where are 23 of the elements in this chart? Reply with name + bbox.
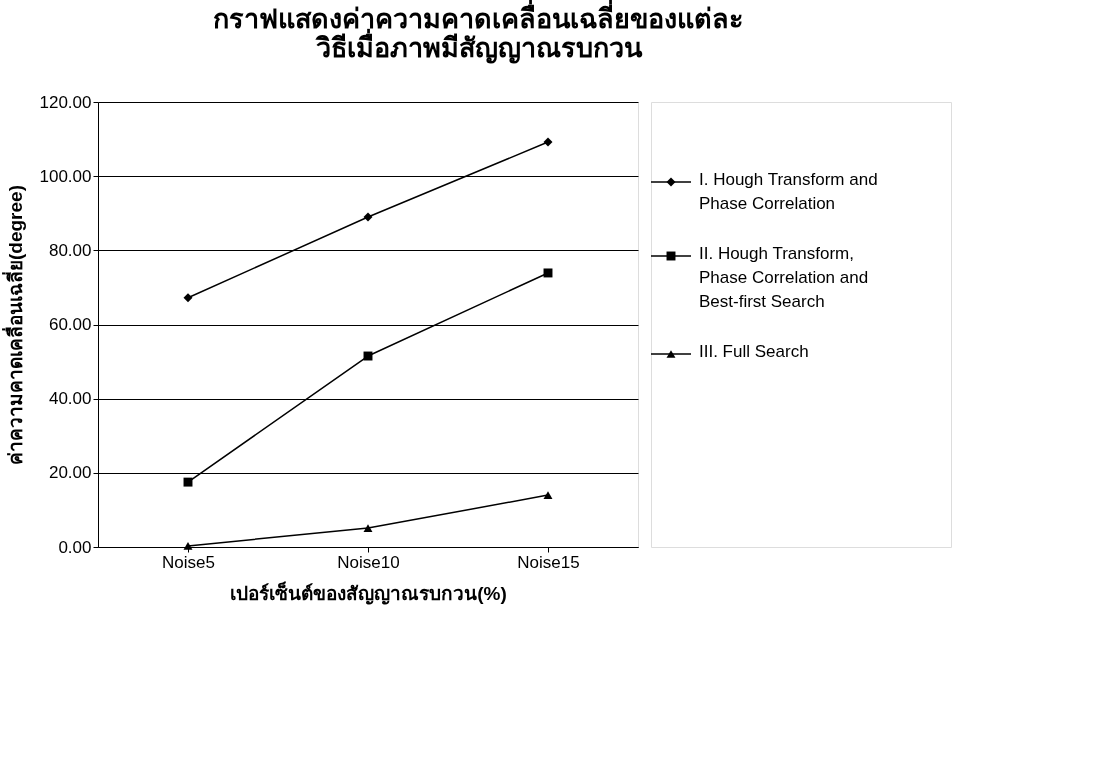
point	[363, 212, 373, 222]
y-tick-label: 40.00	[48, 389, 92, 409]
y-tick-label: 80.00	[48, 240, 92, 260]
legend-label: II. Hough Transform, Phase Correlation and Best-first Search	[699, 244, 869, 311]
y-axis-title: ค่าความคาดเคลื่อนเฉลี่ย(degree)	[1, 185, 26, 465]
point	[543, 491, 553, 499]
legend-label: I. Hough Transform and Phase Correlation	[699, 170, 878, 213]
legend-label: III. Full Search	[699, 342, 809, 361]
x-tick-label: Noise15	[517, 552, 580, 572]
point	[183, 477, 193, 487]
chart-title: กราฟแสดงค่าความคาดเคลื่อนเฉลี่ยของแต่ละ วิธีเมื่อภาพมีสัญญาณรบกวน	[213, 0, 744, 64]
y-tick-label: 100.00	[39, 166, 92, 186]
x-tick-label: Noise5	[162, 552, 215, 572]
y-tick-label: 60.00	[48, 315, 92, 334]
y-tick-label: 0.00	[58, 537, 92, 557]
x-axis-title: เปอร์เซ็นต์ของสัญญาณรบกวน(%)	[230, 580, 507, 605]
x-tick-label: Noise10	[337, 552, 400, 572]
point	[543, 137, 553, 147]
y-tick-label: 20.00	[48, 463, 92, 483]
y-tick-label: 120.00	[39, 92, 92, 112]
point	[183, 293, 193, 303]
point	[543, 268, 553, 278]
point	[363, 524, 373, 532]
